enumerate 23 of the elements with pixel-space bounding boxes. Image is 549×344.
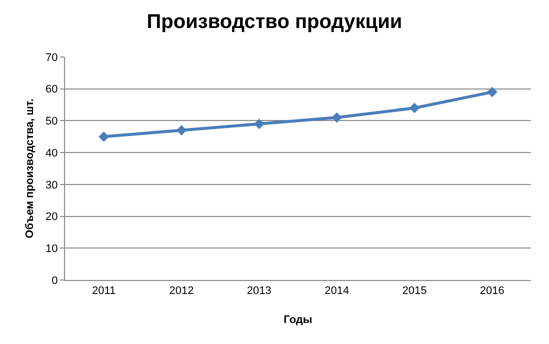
point: [254, 118, 264, 130]
x-tick-label: 2013: [246, 285, 272, 298]
y-tick-label: 10: [46, 242, 58, 255]
point: [98, 131, 110, 142]
point: [176, 125, 187, 136]
y-tick-label: 30: [46, 179, 58, 192]
chart-title: Производство продукции: [146, 10, 402, 33]
y-tick-label: 0: [52, 274, 58, 287]
x-tick-label: 2015: [402, 285, 427, 298]
x-tick-label: 2011: [92, 285, 116, 298]
y-tick-label: 70: [46, 52, 58, 64]
y-tick-label: 50: [46, 116, 58, 128]
y-tick-label: 60: [46, 84, 58, 96]
y-axis-title: Объем производства, шт.: [24, 98, 36, 238]
x-tick-label: 2012: [169, 285, 194, 298]
x-axis-title: Годы: [284, 314, 312, 326]
x-tick-label: 2014: [324, 285, 350, 298]
point: [332, 112, 342, 123]
y-tick-label: 20: [46, 211, 58, 224]
point: [486, 86, 498, 98]
x-tick-label: 2016: [480, 285, 504, 298]
point: [409, 102, 420, 114]
y-tick-label: 40: [46, 147, 58, 160]
